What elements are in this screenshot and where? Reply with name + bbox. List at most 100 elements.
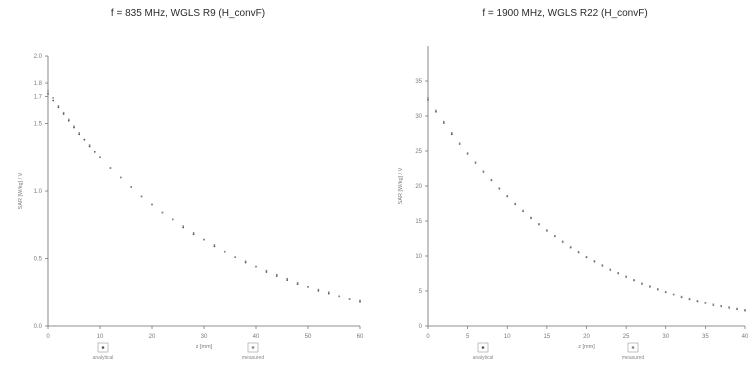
data-point-analytical <box>88 145 91 148</box>
x-tick-label: 5 <box>466 334 470 340</box>
data-point-analytical <box>359 300 361 303</box>
x-tick-label: 20 <box>583 334 590 340</box>
data-point-measured <box>359 299 361 302</box>
data-point-measured <box>466 152 469 154</box>
series-analytical <box>427 99 746 312</box>
data-point-analytical <box>182 226 185 229</box>
data-point-measured <box>522 209 524 212</box>
data-point-analytical <box>47 92 49 95</box>
data-point-measured <box>680 295 683 298</box>
series-measured <box>427 97 746 311</box>
chart-right: f = 1900 MHz, WGLS R22 (H_convF) 0 5 10 15 2… <box>377 0 753 376</box>
y-tick-label: 15 <box>415 219 422 225</box>
data-point-measured <box>450 132 453 134</box>
data-point-analytical <box>93 150 96 153</box>
data-point-analytical <box>57 106 60 109</box>
series-analytical <box>47 92 361 303</box>
data-point-measured <box>458 142 461 145</box>
data-point-measured <box>88 144 91 146</box>
y-tick-label: 0.5 <box>34 257 43 263</box>
data-point-measured <box>435 109 437 112</box>
x-tick-label: 10 <box>504 334 511 340</box>
data-point-measured <box>182 225 184 227</box>
y-tick-label: 1.0 <box>34 189 43 195</box>
x-axis-label: z [mm] <box>196 344 213 350</box>
data-point-measured <box>506 195 509 197</box>
y-tick-label: 1.8 <box>34 81 43 87</box>
x-tick-label: 25 <box>623 334 630 340</box>
data-point-measured <box>657 288 659 290</box>
data-point-measured <box>192 232 195 234</box>
data-point-measured <box>348 298 351 300</box>
legend-symbol-analytical <box>481 346 485 349</box>
data-point-measured <box>286 277 288 280</box>
y-tick-label: 5 <box>419 289 423 295</box>
y-tick-label: 35 <box>415 79 422 85</box>
legend-label-analytical: analytical <box>93 355 114 361</box>
y-tick-label: 0.0 <box>34 324 43 330</box>
data-point-measured <box>728 306 730 308</box>
legend-label-measured: measured <box>622 355 644 361</box>
data-point-measured <box>538 223 540 225</box>
data-point-measured <box>482 170 485 173</box>
x-tick-label: 50 <box>305 334 312 340</box>
data-point-measured <box>109 167 112 169</box>
data-point-measured <box>328 291 330 294</box>
data-point-analytical <box>213 245 216 248</box>
data-point-measured <box>140 195 143 198</box>
data-point-measured <box>633 279 635 281</box>
data-point-measured <box>78 132 80 134</box>
data-point-measured <box>664 290 667 293</box>
data-point-measured <box>99 156 101 159</box>
data-point-measured <box>234 256 236 258</box>
x-tick-label: 0 <box>426 334 430 340</box>
data-point-measured <box>338 295 340 298</box>
data-point-analytical <box>265 271 268 273</box>
data-point-measured <box>224 250 226 253</box>
data-point-measured <box>52 97 54 99</box>
y-axis-label: SAR [W/kg] / V <box>18 172 24 209</box>
chart-title: f = 835 MHz, WGLS R9 (H_convF) <box>110 8 266 19</box>
x-tick-label: 30 <box>662 334 669 340</box>
data-point-measured <box>62 111 65 114</box>
x-tick-label: 10 <box>97 334 104 340</box>
data-point-analytical <box>52 99 55 102</box>
data-point-analytical <box>275 275 278 277</box>
data-point-measured <box>649 285 651 287</box>
y-tick-label: 1.5 <box>34 122 43 128</box>
data-point-measured <box>427 97 429 99</box>
data-point-measured <box>498 187 501 189</box>
x-tick-label: 20 <box>149 334 156 340</box>
data-point-measured <box>744 309 746 311</box>
data-point-measured <box>546 229 548 231</box>
data-point-measured <box>561 240 564 243</box>
data-point-measured <box>601 264 604 266</box>
y-tick-label: 10 <box>415 254 422 260</box>
y-tick-label: 1.7 <box>34 95 43 101</box>
data-point-measured <box>490 178 493 181</box>
data-point-measured <box>585 255 588 258</box>
data-point-analytical <box>286 279 289 281</box>
data-point-analytical <box>442 122 445 124</box>
legend-marker-analytical <box>97 342 109 353</box>
data-point-analytical <box>83 138 86 141</box>
data-point-measured <box>130 186 132 188</box>
x-axis-label: z [mm] <box>578 344 595 350</box>
data-point-analytical <box>73 126 75 129</box>
data-point-measured <box>577 251 580 253</box>
data-point-analytical <box>450 133 453 136</box>
data-point-analytical <box>317 290 320 292</box>
data-point-measured <box>514 202 516 205</box>
data-point-measured <box>443 120 445 123</box>
legend-symbol-measured <box>251 346 255 349</box>
data-point-measured <box>120 176 122 179</box>
data-point-analytical <box>67 119 70 122</box>
x-tick-label: 40 <box>253 334 260 340</box>
data-point-measured <box>720 304 723 307</box>
data-point-analytical <box>327 292 330 295</box>
data-point-analytical <box>244 261 247 264</box>
data-point-measured <box>265 269 268 272</box>
data-point-measured <box>625 275 627 278</box>
x-tick-label: 15 <box>544 334 551 340</box>
data-point-measured <box>68 118 70 121</box>
